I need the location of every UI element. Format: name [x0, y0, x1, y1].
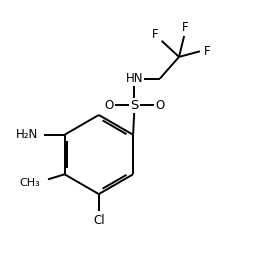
Text: H₂N: H₂N: [16, 128, 38, 141]
Text: S: S: [130, 99, 139, 112]
Text: O: O: [155, 99, 164, 112]
Text: Cl: Cl: [93, 214, 105, 227]
Text: F: F: [204, 45, 211, 58]
Text: F: F: [152, 28, 159, 41]
Text: CH₃: CH₃: [20, 178, 40, 188]
Text: F: F: [182, 21, 189, 34]
Text: HN: HN: [126, 72, 143, 85]
Text: O: O: [104, 99, 114, 112]
